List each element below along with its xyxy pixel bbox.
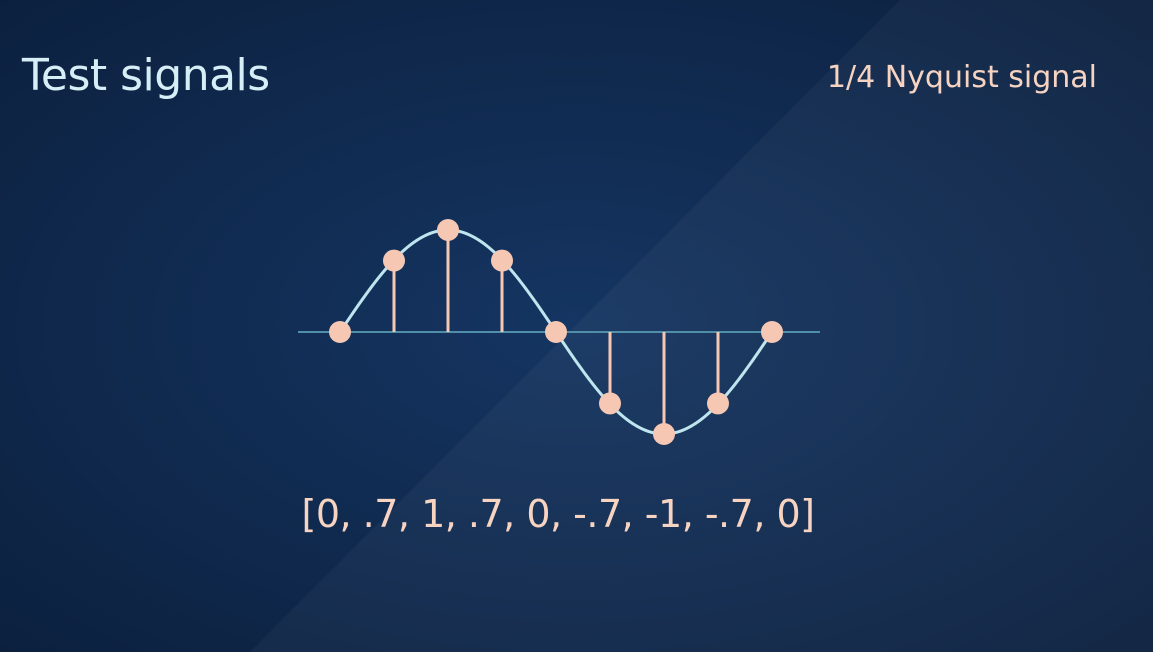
sample-stems: [392, 230, 720, 434]
sample-dot: [329, 321, 351, 343]
sample-values-label: [0, .7, 1, .7, 0, -.7, -1, -.7, 0]: [301, 492, 815, 536]
sample-dot: [653, 423, 675, 445]
slide-subtitle: 1/4 Nyquist signal: [826, 60, 1097, 95]
sample-dot: [761, 321, 783, 343]
sample-dots: [329, 219, 783, 445]
sample-dot: [383, 249, 405, 272]
sample-dot: [437, 219, 459, 241]
sample-dot: [491, 249, 513, 272]
slide-title: Test signals: [22, 50, 270, 101]
sample-dot: [707, 392, 729, 415]
sample-dot: [545, 321, 567, 343]
sample-dot: [599, 392, 621, 415]
